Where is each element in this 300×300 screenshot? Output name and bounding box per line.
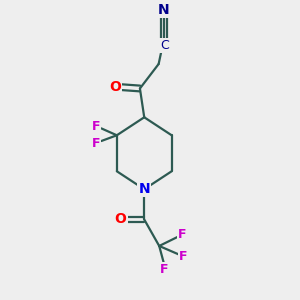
Text: F: F [178,228,187,241]
Text: N: N [158,3,169,17]
Text: F: F [160,263,169,276]
Text: F: F [178,250,187,262]
Text: F: F [92,120,100,133]
Text: C: C [160,39,169,52]
Text: N: N [138,182,150,196]
Text: O: O [115,212,127,226]
Text: F: F [92,137,100,150]
Text: O: O [110,80,122,94]
